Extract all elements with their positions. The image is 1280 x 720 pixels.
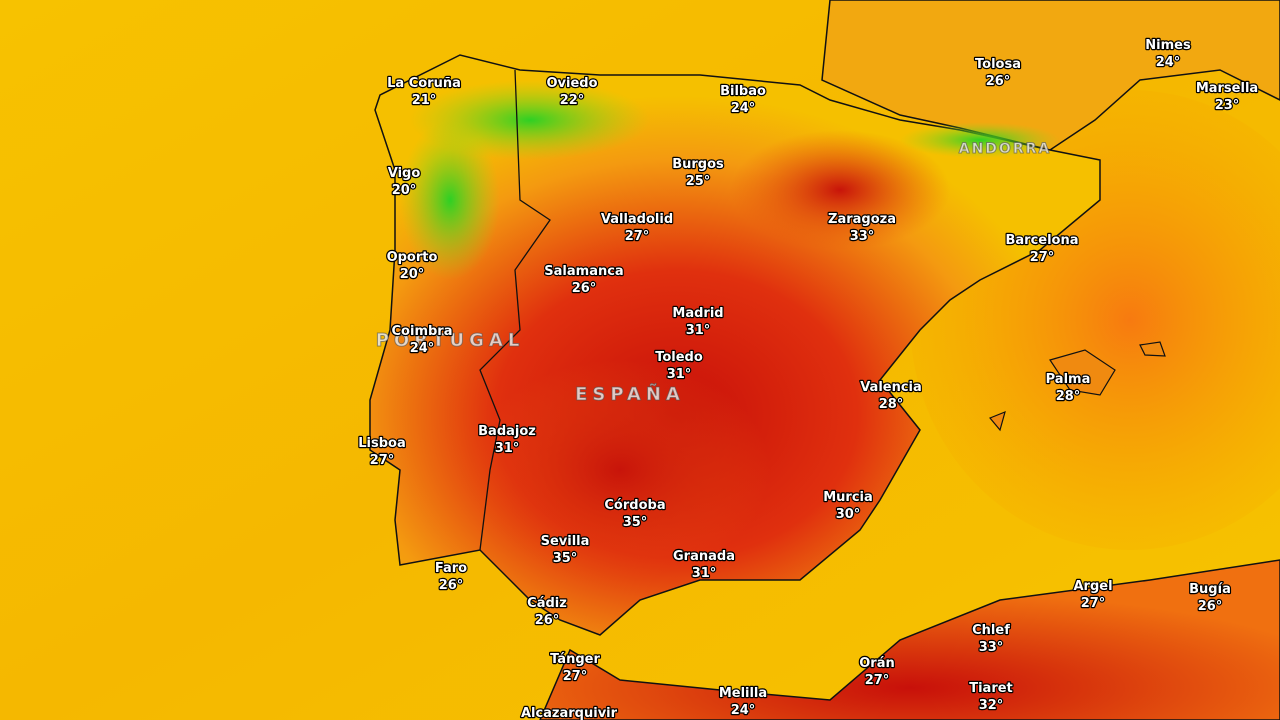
city-name: Melilla: [719, 686, 767, 701]
city-temp: 27°: [865, 673, 890, 688]
city-name: Barcelona: [1005, 233, 1078, 248]
city-name: Madrid: [672, 306, 723, 321]
city-temp: 21°: [412, 93, 437, 108]
city-name: Bilbao: [720, 84, 766, 99]
city-temp: 33°: [979, 640, 1004, 655]
city-temp: 33°: [850, 229, 875, 244]
city-name: Argel: [1073, 579, 1112, 594]
city-temp: 25°: [686, 174, 711, 189]
north-africa: [539, 559, 1280, 720]
city-name: Orán: [859, 656, 895, 671]
city-name: Granada: [673, 549, 735, 564]
city-labels: La Coruña 21° Oviedo 22° Bilbao 24° Tolosa 26° N…: [357, 37, 1259, 720]
city-name: Oporto: [387, 250, 438, 265]
city-name: Valencia: [860, 380, 922, 395]
city-temp: 31°: [686, 323, 711, 338]
balearics: [989, 341, 1166, 432]
city-name: Palma: [1046, 372, 1091, 387]
city-temp: 26°: [1198, 599, 1223, 614]
south-heat: [470, 360, 770, 580]
city-temp: 35°: [553, 551, 578, 566]
city-temp: 20°: [392, 183, 417, 198]
city-temp: 27°: [563, 669, 588, 684]
city-name: Vigo: [388, 166, 421, 181]
city-name: Córdoba: [604, 498, 665, 513]
city-temp: 24°: [410, 341, 435, 356]
city-temp: 31°: [667, 367, 692, 382]
city-name: Bugía: [1189, 582, 1231, 597]
city-name: Murcia: [823, 490, 873, 505]
city-name: Faro: [435, 561, 467, 576]
city-name: Coimbra: [392, 324, 453, 339]
city-temp: 27°: [625, 229, 650, 244]
city-name: Cádiz: [527, 596, 567, 611]
city-temp: 28°: [1056, 389, 1081, 404]
city-name: Marsella: [1196, 81, 1258, 96]
city-temp: 26°: [986, 74, 1011, 89]
city-temp: 20°: [400, 267, 425, 282]
france: [821, 0, 1280, 151]
city-temp: 27°: [1081, 596, 1106, 611]
country-label: ANDORRA: [959, 141, 1051, 157]
city-temp: 26°: [439, 578, 464, 593]
city-name: Lisboa: [358, 436, 406, 451]
city-name: Tiaret: [969, 681, 1013, 696]
city-temp: 35°: [623, 515, 648, 530]
city-name: La Coruña: [387, 76, 461, 91]
city-name: Chlef: [972, 623, 1010, 638]
city-name: Oviedo: [546, 76, 597, 91]
city-name: Tánger: [550, 652, 600, 667]
city-temp: 31°: [495, 441, 520, 456]
city-name: Valladolid: [601, 212, 673, 227]
country-label: PORTUGAL: [376, 330, 525, 351]
city-temp: 28°: [879, 397, 904, 412]
city-name: Tolosa: [975, 57, 1021, 72]
city-temp: 24°: [1156, 55, 1181, 70]
galicia-green: [400, 120, 500, 280]
city-temp: 31°: [692, 566, 717, 581]
city-temp: 30°: [836, 507, 861, 522]
city-temp: 22°: [560, 93, 585, 108]
country-label: ESPAÑA: [575, 382, 685, 405]
city-name: Toledo: [655, 350, 703, 365]
ebro-heat: [730, 130, 950, 250]
city-temp: 26°: [572, 281, 597, 296]
city-temp: 26°: [535, 613, 560, 628]
border-portugal: [479, 69, 551, 551]
city-name: Badajoz: [478, 424, 536, 439]
city-temp: 23°: [1215, 98, 1240, 113]
pyrenees-green: [900, 122, 1060, 158]
city-name: Salamanca: [544, 264, 623, 279]
city-temp: 24°: [731, 101, 756, 116]
city-temp: 27°: [1030, 250, 1055, 265]
city-temp: 24°: [731, 703, 756, 718]
city-name: Nimes: [1145, 38, 1191, 53]
city-name: Sevilla: [541, 534, 590, 549]
city-name: Alcazarquivir: [521, 706, 618, 720]
city-name: Zaragoza: [828, 212, 896, 227]
city-name: Burgos: [672, 157, 724, 172]
city-temp: 32°: [979, 698, 1004, 713]
city-temp: 27°: [370, 453, 395, 468]
country-labels: PORTUGAL ESPAÑA ANDORRA: [375, 141, 1051, 406]
